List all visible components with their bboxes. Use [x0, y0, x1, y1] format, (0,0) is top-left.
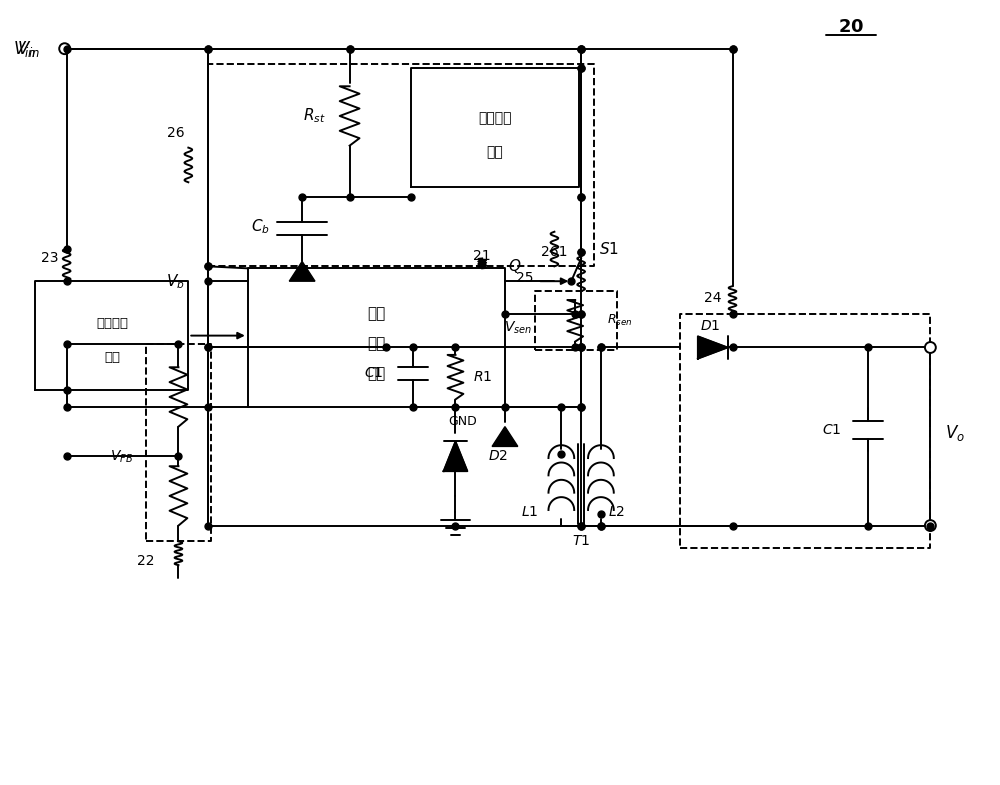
Text: 开关: 开关: [367, 306, 385, 321]
Text: $S1$: $S1$: [599, 240, 619, 257]
Text: $R1$: $R1$: [473, 371, 492, 384]
Polygon shape: [289, 261, 315, 281]
Text: $L2$: $L2$: [608, 505, 625, 519]
Text: $T1$: $T1$: [572, 535, 590, 549]
Circle shape: [925, 520, 936, 531]
Text: $L1$: $L1$: [521, 505, 538, 519]
Text: $Q$: $Q$: [508, 257, 522, 276]
Text: 电路: 电路: [367, 366, 385, 381]
Circle shape: [59, 43, 70, 54]
Circle shape: [925, 342, 936, 353]
Text: 电路: 电路: [104, 351, 120, 364]
Text: $C_b$: $C_b$: [251, 217, 270, 236]
Polygon shape: [698, 336, 728, 359]
Text: $C1$: $C1$: [364, 367, 383, 380]
Text: $\mathbf{20}$: $\mathbf{20}$: [838, 18, 864, 36]
Text: $V_{FB}$: $V_{FB}$: [110, 448, 134, 465]
Text: $R_{sen}$: $R_{sen}$: [607, 313, 632, 328]
Text: 过压保护: 过压保护: [96, 317, 128, 330]
Text: $V_{in}$: $V_{in}$: [13, 38, 36, 59]
Text: 261: 261: [541, 244, 568, 258]
Text: $V_{sen}$: $V_{sen}$: [504, 319, 532, 336]
Text: $C1$: $C1$: [822, 422, 841, 436]
Text: 23: 23: [41, 251, 59, 265]
Text: 22: 22: [137, 554, 155, 568]
Text: 26: 26: [167, 126, 184, 140]
Text: 24: 24: [704, 291, 721, 305]
Text: 25: 25: [516, 272, 533, 285]
Text: 控制: 控制: [367, 336, 385, 351]
Text: $V_o$: $V_o$: [945, 422, 965, 443]
Text: $D2$: $D2$: [488, 449, 508, 463]
Polygon shape: [492, 426, 518, 447]
Polygon shape: [444, 441, 467, 471]
Text: $R_{st}$: $R_{st}$: [303, 107, 325, 126]
Text: $D1$: $D1$: [700, 319, 720, 333]
Text: 电路: 电路: [487, 145, 503, 159]
Text: $V_{in}$: $V_{in}$: [17, 38, 40, 59]
Text: 21: 21: [473, 250, 491, 264]
Text: GND: GND: [448, 415, 477, 428]
Text: $V_b$: $V_b$: [166, 272, 185, 290]
Text: 充电控制: 充电控制: [478, 111, 512, 125]
